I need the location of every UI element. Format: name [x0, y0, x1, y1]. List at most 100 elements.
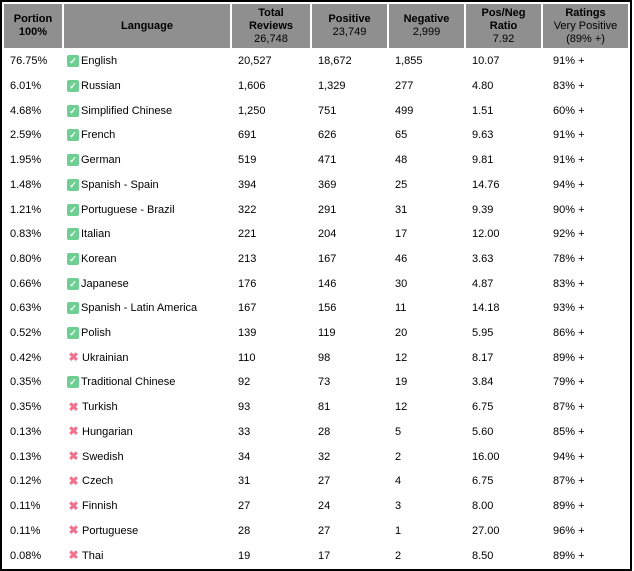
check-icon: ✓	[67, 228, 79, 241]
table-row: 0.42% ✖ Ukrainian 110 98 12 8.17 89% +	[4, 346, 628, 370]
language-wrap: ✖ Finnish	[67, 498, 230, 513]
ratio-cell: 16.00	[466, 445, 541, 468]
language-cell: ✖ Turkish	[64, 395, 230, 419]
language-label: Swedish	[82, 450, 124, 463]
rating-cell: 87% +	[543, 395, 628, 419]
check-icon: ✓	[67, 178, 79, 191]
ratio-cell: 3.84	[466, 371, 541, 394]
total-reviews-cell: 213	[232, 247, 310, 271]
language-cell: ✓ Polish	[64, 321, 230, 345]
ratio-cell: 3.63	[466, 247, 541, 271]
language-cell: ✓ Spanish - Spain	[64, 173, 230, 197]
rating-cell: 87% +	[543, 469, 628, 493]
total-reviews-cell: 33	[232, 420, 310, 444]
table-body: 76.75% ✓ English 20,527 18,672 1,855 10.…	[4, 50, 628, 567]
language-wrap: ✖ Swedish	[67, 450, 230, 463]
table-row: 0.63% ✓ Spanish - Latin America 167 156 …	[4, 297, 628, 320]
total-reviews-cell: 394	[232, 173, 310, 197]
language-cell: ✓ Italian	[64, 222, 230, 246]
portion-cell: 0.66%	[4, 272, 62, 296]
ratio-cell: 4.87	[466, 272, 541, 296]
negative-cell: 17	[389, 222, 464, 246]
language-wrap: ✓ Korean	[67, 252, 230, 265]
positive-cell: 751	[312, 99, 387, 123]
table-row: 6.01% ✓ Russian 1,606 1,329 277 4.80 83%…	[4, 74, 628, 98]
total-reviews-cell: 221	[232, 222, 310, 246]
ratio-header-label: Pos/Neg	[481, 6, 526, 19]
ratio-cell: 6.75	[466, 469, 541, 493]
table-row: 0.35% ✖ Turkish 93 81 12 6.75 87% +	[4, 395, 628, 419]
language-cell: ✓ French	[64, 124, 230, 147]
negative-cell: 20	[389, 321, 464, 345]
portion-cell: 1.48%	[4, 173, 62, 197]
cross-icon: ✖	[68, 523, 79, 538]
check-icon: ✓	[67, 203, 79, 216]
language-wrap: ✓ Italian	[67, 228, 230, 241]
language-label: Simplified Chinese	[81, 104, 173, 117]
language-cell: ✖ Czech	[64, 469, 230, 493]
language-label: Portuguese	[82, 524, 139, 537]
rating-cell: 83% +	[543, 74, 628, 98]
table-row: 0.35% ✓ Traditional Chinese 92 73 19 3.8…	[4, 371, 628, 394]
rating-cell: 91% +	[543, 50, 628, 73]
portion-header-total: 100%	[18, 26, 48, 38]
language-cell: ✖ Portuguese	[64, 519, 230, 543]
portion-cell: 0.11%	[4, 494, 62, 518]
rating-cell: 91% +	[543, 124, 628, 147]
ratio-cell: 5.60	[466, 420, 541, 444]
check-icon: ✓	[67, 80, 79, 93]
language-label: English	[81, 55, 118, 68]
ratio-cell: 6.75	[466, 395, 541, 419]
language-cell: ✓ Spanish - Latin America	[64, 297, 230, 320]
negative-cell: 3	[389, 494, 464, 518]
ratio-cell: 9.63	[466, 124, 541, 147]
total-reviews-cell: 1,250	[232, 99, 310, 123]
rating-cell: 92% +	[543, 222, 628, 246]
language-label: Turkish	[82, 401, 118, 414]
check-icon: ✓	[67, 277, 79, 290]
language-label: Traditional Chinese	[81, 376, 176, 389]
table-row: 0.11% ✖ Portuguese 28 27 1 27.00 96% +	[4, 519, 628, 543]
negative-cell: 499	[389, 99, 464, 123]
rating-cell: 94% +	[543, 173, 628, 197]
language-cell: ✓ Russian	[64, 74, 230, 98]
positive-cell: 98	[312, 346, 387, 370]
table-row: 0.08% ✖ Thai 19 17 2 8.50 89% +	[4, 544, 628, 567]
table-row: 1.21% ✓ Portuguese - Brazil 322 291 31 9…	[4, 198, 628, 221]
total-reviews-cell: 27	[232, 494, 310, 518]
cross-icon: ✖	[68, 498, 79, 513]
total-reviews-cell: 92	[232, 371, 310, 394]
col-header-portion: Portion 100%	[4, 4, 62, 48]
ratio-cell: 9.81	[466, 148, 541, 172]
table-row: 0.66% ✓ Japanese 176 146 30 4.87 83% +	[4, 272, 628, 296]
ratio-cell: 14.18	[466, 297, 541, 320]
check-icon: ✓	[67, 154, 79, 167]
total-reviews-cell: 691	[232, 124, 310, 147]
cross-icon: ✖	[68, 350, 79, 365]
ratio-cell: 14.76	[466, 173, 541, 197]
negative-cell: 4	[389, 469, 464, 493]
negative-cell: 11	[389, 297, 464, 320]
language-label: Czech	[82, 475, 114, 488]
ratio-cell: 10.07	[466, 50, 541, 73]
table-row: 0.12% ✖ Czech 31 27 4 6.75 87% +	[4, 469, 628, 493]
ratio-cell: 8.50	[466, 544, 541, 567]
check-icon: ✓	[67, 55, 79, 68]
portion-cell: 1.95%	[4, 148, 62, 172]
portion-cell: 0.12%	[4, 469, 62, 493]
rating-cell: 60% +	[543, 99, 628, 123]
positive-header-value: 23,749	[332, 26, 367, 38]
language-wrap: ✓ Simplified Chinese	[67, 104, 230, 117]
col-header-total-reviews: Total Reviews 26,748	[232, 4, 310, 48]
negative-cell: 25	[389, 173, 464, 197]
positive-cell: 27	[312, 519, 387, 543]
portion-cell: 76.75%	[4, 50, 62, 73]
total-reviews-cell: 322	[232, 198, 310, 221]
check-icon: ✓	[67, 302, 79, 315]
col-header-positive: Positive 23,749	[312, 4, 387, 48]
positive-cell: 146	[312, 272, 387, 296]
check-icon: ✓	[67, 104, 79, 117]
table-row: 1.95% ✓ German 519 471 48 9.81 91% +	[4, 148, 628, 172]
language-cell: ✓ Portuguese - Brazil	[64, 198, 230, 221]
ratio-cell: 8.17	[466, 346, 541, 370]
